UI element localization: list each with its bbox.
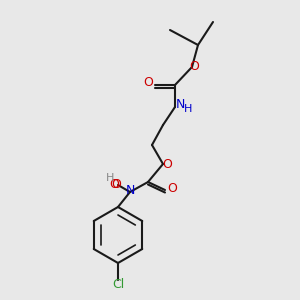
Text: H: H <box>106 173 114 183</box>
Text: O: O <box>167 182 177 194</box>
Text: N: N <box>125 184 135 196</box>
Text: N: N <box>175 98 185 112</box>
Text: Cl: Cl <box>112 278 124 292</box>
Text: O: O <box>111 178 121 191</box>
Text: H: H <box>184 104 192 114</box>
Text: O: O <box>109 178 119 191</box>
Text: O: O <box>189 61 199 74</box>
Text: O: O <box>143 76 153 89</box>
Text: O: O <box>162 158 172 170</box>
